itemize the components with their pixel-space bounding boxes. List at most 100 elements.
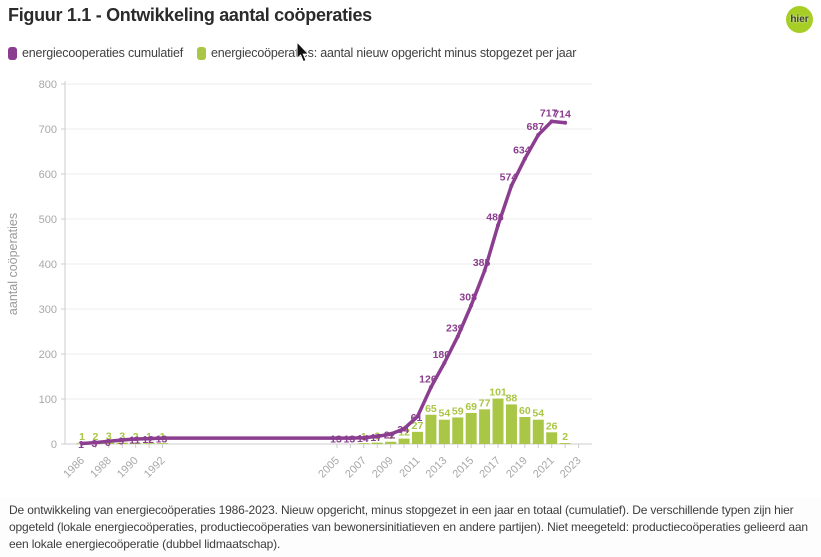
- line-point-1986: [80, 441, 84, 446]
- x-tick-label-2011: 2011: [397, 455, 422, 480]
- line-point-1990: [133, 437, 138, 442]
- bar-2022: [559, 443, 571, 444]
- x-tick-label-2015: 2015: [451, 455, 477, 481]
- bar-1991: [143, 443, 155, 444]
- bar-2010: [398, 438, 410, 444]
- line-label-2005: 13: [330, 434, 342, 446]
- bar-label-2016: 77: [479, 397, 491, 409]
- line-label-2009: 22: [384, 430, 396, 442]
- line-point-2005: [334, 436, 339, 441]
- line-point-1988: [106, 439, 111, 444]
- bar-label-2014: 59: [452, 405, 464, 417]
- line-point-2010: [402, 426, 407, 431]
- y-tick-label-100: 100: [39, 394, 57, 406]
- line-point-2013: [442, 361, 447, 365]
- x-tick-label-2007: 2007: [343, 455, 369, 481]
- line-label-2017: 486: [486, 211, 504, 223]
- bar-2020: [532, 419, 544, 444]
- chart-legend: energiecooperaties cumulatief energiecoö…: [0, 46, 821, 60]
- bar-2021: [546, 432, 558, 444]
- line-label-2010: 34: [397, 424, 409, 436]
- legend-label-cumulative: energiecooperaties cumulatief: [22, 46, 183, 60]
- bar-2009: [385, 441, 397, 444]
- bar-1988: [103, 442, 115, 444]
- bar-label-2010: 12: [398, 427, 410, 439]
- x-tick-label-1990: 1990: [115, 455, 141, 481]
- x-tick-label-2005: 2005: [316, 455, 342, 481]
- legend-swatch-cumulative-icon: [8, 46, 17, 60]
- line-point-1992: [160, 436, 165, 441]
- hier-logo-text: hier: [790, 14, 809, 25]
- legend-item-cumulative[interactable]: energiecooperaties cumulatief: [8, 46, 183, 60]
- line-point-1991: [147, 436, 152, 441]
- bar-2008: [371, 442, 383, 444]
- chart-area: 0 100 200 300 400 500 600 700 800 1986 1988 1990 199…: [0, 79, 821, 491]
- y-tick-label-0: 0: [51, 439, 57, 451]
- line-point-2006: [348, 436, 353, 441]
- bar-label-2022: 2: [562, 431, 568, 443]
- line-label-2013: 180: [433, 349, 451, 361]
- y-tick-label-400: 400: [39, 259, 57, 271]
- line-point-2018: [509, 183, 514, 188]
- bar-2017: [492, 398, 504, 444]
- y-tick-label-700: 700: [39, 124, 57, 136]
- line-point-2009: [388, 432, 393, 437]
- line-label-2011: 61: [411, 412, 423, 424]
- bar-label-2015: 69: [465, 401, 477, 413]
- line-point-2022: [563, 120, 568, 125]
- line-label-2022: 714: [553, 109, 571, 121]
- y-tick-label-600: 600: [39, 169, 57, 181]
- bar-2012: [425, 414, 437, 444]
- bar-label-2011: 27: [412, 420, 424, 432]
- line-point-2021: [549, 119, 554, 124]
- legend-label-new-per-year: energiecoöperaties: aantal nieuw opgeric…: [210, 46, 577, 60]
- bar-label-2019: 60: [519, 405, 531, 417]
- legend-swatch-new-per-year-icon: [196, 46, 206, 60]
- x-tick-label-2021: 2021: [531, 455, 557, 481]
- x-tick-label-2017: 2017: [477, 455, 503, 481]
- line-point-2019: [522, 156, 527, 161]
- bar-2011: [412, 431, 423, 444]
- bar-1989: [116, 442, 128, 444]
- bar-2014: [452, 417, 464, 444]
- bar-label-2020: 54: [532, 408, 544, 420]
- x-tick-label-2019: 2019: [504, 455, 530, 481]
- bar-2018: [505, 404, 517, 444]
- line-label-2020: 687: [527, 121, 545, 133]
- bar-label-1987: 2: [92, 431, 98, 443]
- line-point-2007: [361, 435, 366, 440]
- bar-label-2013: 54: [438, 408, 450, 420]
- line-label-2007: 14: [357, 433, 369, 445]
- line-point-2020: [536, 132, 541, 137]
- legend-item-new-per-year[interactable]: energiecoöperaties: aantal nieuw opgeric…: [196, 46, 577, 60]
- y-tick-label-200: 200: [39, 349, 57, 361]
- y-axis-title: aantal coöperaties: [6, 213, 20, 315]
- line-label-2015: 308: [459, 291, 477, 303]
- x-tick-label-1992: 1992: [142, 455, 168, 481]
- bar-2007: [358, 443, 370, 444]
- bar-label-1989: 3: [119, 431, 125, 443]
- line-label-2018: 574: [500, 172, 518, 184]
- x-tick-label-2009: 2009: [370, 455, 396, 481]
- figure-header: Figuur 1.1 - Ontwikkeling aantal coöpera…: [0, 0, 821, 33]
- bar-label-2021: 26: [546, 420, 558, 432]
- line-label-2006: 13: [344, 434, 356, 446]
- line-point-2016: [482, 268, 487, 273]
- line-label-1991: 12: [142, 434, 154, 446]
- bar-label-2012: 65: [425, 403, 437, 415]
- line-label-1987: 3: [91, 438, 97, 450]
- line-label-2021: 717: [540, 107, 558, 119]
- line-label-1986: 1: [78, 439, 84, 451]
- line-label-1988: 6: [105, 437, 111, 449]
- line-label-1992: 13: [156, 434, 168, 446]
- x-tick-label-1988: 1988: [88, 455, 114, 481]
- line-point-2014: [455, 334, 460, 339]
- line-label-2008: 17: [370, 432, 382, 444]
- line-point-1987: [93, 440, 98, 445]
- y-tick-label-300: 300: [39, 304, 57, 316]
- x-tick-label-2023: 2023: [558, 455, 584, 481]
- x-tick-label-2013: 2013: [424, 455, 450, 481]
- line-point-2011: [415, 414, 420, 419]
- bar-1992: [157, 443, 169, 444]
- line-point-2015: [469, 303, 474, 308]
